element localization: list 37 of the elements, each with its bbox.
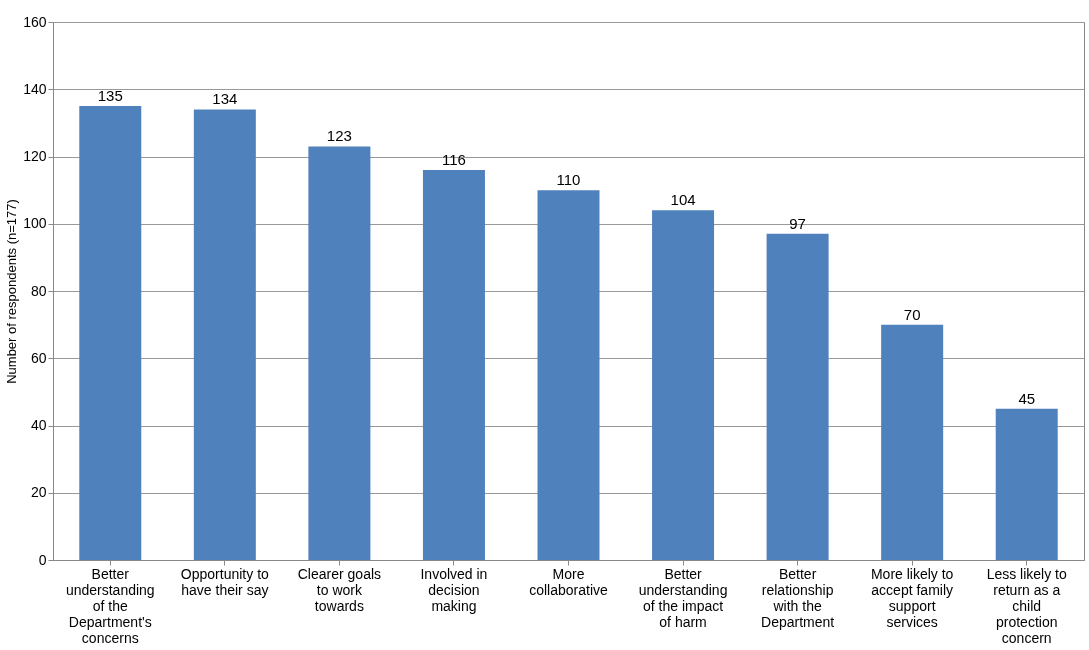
bar — [422, 169, 485, 560]
bar — [881, 324, 944, 560]
y-axis-title: Number of respondents (n=177) — [4, 199, 20, 384]
bar — [193, 109, 256, 560]
y-tick-label: 120 — [23, 148, 47, 164]
y-tick-label: 20 — [30, 484, 47, 501]
y-tick-label: 140 — [23, 80, 47, 97]
x-tick-label: More collaborative — [529, 565, 609, 598]
data-label: 123 — [326, 127, 352, 145]
data-label: 110 — [556, 171, 581, 189]
y-tick-label: 80 — [30, 282, 47, 299]
x-tick-label: Opportunity to have their say — [180, 565, 270, 598]
y-tick-label: 100 — [23, 215, 47, 232]
data-label: 45 — [1018, 389, 1036, 407]
data-label: 135 — [97, 87, 123, 105]
data-label: 134 — [212, 90, 238, 108]
y-tick-label: 160 — [23, 13, 47, 30]
data-label: 104 — [670, 191, 696, 209]
y-tick-label: 0 — [38, 551, 47, 568]
bar — [652, 210, 715, 560]
data-label: 116 — [441, 150, 466, 168]
x-tick-label: Less likely to return as a child protection concern — [986, 565, 1067, 646]
bar — [537, 190, 600, 560]
x-tick-label: More likely to accept family support services — [870, 565, 954, 630]
x-tick-label: Clearer goals to work towards — [297, 565, 382, 614]
y-tick-label: 40 — [30, 417, 47, 433]
x-tick-label: Better understanding of the impact of harm — [638, 565, 728, 630]
bar — [766, 233, 829, 560]
x-tick-label: Better understanding of the Department's concerns — [65, 565, 155, 646]
x-tick-label: Involved in decision making — [420, 565, 488, 614]
x-tick-label: Better relationship with the Department — [761, 565, 835, 630]
bar — [308, 146, 371, 560]
data-label: 97 — [789, 214, 806, 232]
data-label: 70 — [903, 305, 921, 323]
bar — [995, 408, 1058, 560]
y-tick-label: 60 — [30, 349, 47, 366]
bar — [79, 106, 142, 560]
